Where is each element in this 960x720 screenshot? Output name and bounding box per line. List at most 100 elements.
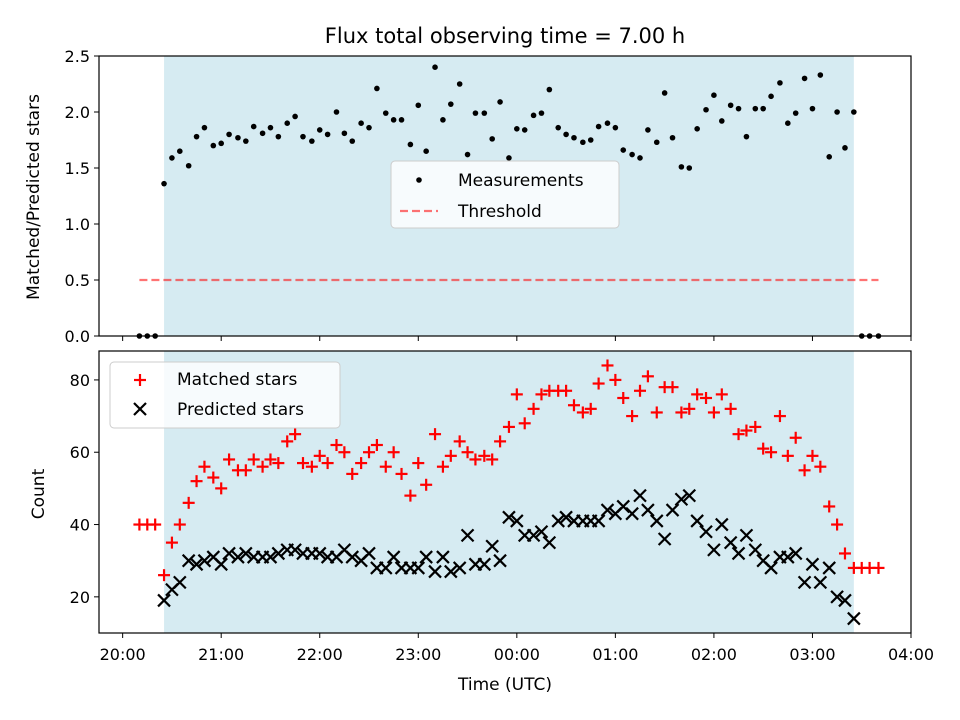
predicted-star-marker (173, 575, 187, 590)
predicted-star-marker (641, 503, 655, 517)
matched-star-marker (330, 439, 343, 451)
predicted-marker-stroke-b (788, 546, 803, 561)
measurement-point (777, 80, 783, 86)
predicted-star-marker (731, 546, 746, 561)
matched-star-marker (806, 449, 819, 462)
predicted-star-marker (690, 514, 704, 528)
predicted-star-marker (600, 503, 615, 517)
measurement-point (267, 124, 274, 131)
measurement-point (555, 124, 562, 131)
predicted-marker-stroke-b (428, 564, 442, 579)
predicted-star-marker (428, 564, 442, 579)
measurement-point (226, 131, 232, 138)
measurement-point (193, 133, 200, 140)
measurement-point (834, 109, 840, 115)
matched-star-marker (420, 478, 433, 491)
matched-star-marker (289, 428, 302, 441)
predicted-marker-stroke-b (157, 593, 171, 608)
predicted-star-marker (239, 546, 253, 561)
measurement-point (826, 154, 833, 160)
predicted-marker-stroke-b (436, 550, 450, 564)
predicted-marker-stroke-b (222, 546, 236, 561)
measurement-point (481, 110, 488, 116)
predicted-star-marker (436, 550, 450, 564)
measurement-point (785, 120, 791, 126)
predicted-marker-stroke-b (715, 517, 729, 532)
predicted-marker-stroke-b (526, 528, 541, 543)
matched-star-marker (404, 489, 417, 502)
legend-predicted-marker (133, 402, 147, 416)
predicted-marker-stroke-b (641, 503, 655, 517)
matched-star-marker (765, 446, 778, 459)
matched-star-marker (478, 449, 491, 462)
x-axis-label: Time (UTC) (457, 675, 552, 695)
predicted-star-marker (616, 499, 631, 514)
predicted-marker-stroke-b (756, 553, 770, 568)
bottom-x-tick-label: 01:00 (592, 645, 638, 664)
predicted-marker-stroke-b (616, 499, 631, 514)
matched-star-marker (724, 402, 737, 415)
measurement-point (432, 64, 438, 70)
matched-star-marker (641, 370, 654, 383)
predicted-marker-stroke-b (764, 561, 778, 575)
matched-star-marker (281, 435, 294, 448)
bottom-x-tick-label: 00:00 (494, 645, 540, 664)
predicted-star-marker (197, 553, 212, 568)
measurement-point (645, 127, 651, 133)
predicted-marker-stroke-b (231, 550, 245, 564)
matched-star-marker (872, 561, 885, 574)
measurement-point (703, 106, 709, 113)
matched-star-marker (165, 536, 178, 549)
measurement-point (711, 92, 717, 98)
top-x-ticks (122, 336, 912, 341)
predicted-star-marker (657, 532, 672, 546)
predicted-star-marker (625, 506, 639, 521)
matched-star-marker (272, 457, 285, 470)
matched-star-marker (305, 460, 318, 473)
predicted-marker-stroke-b (657, 532, 672, 546)
measurement-point (661, 90, 668, 96)
measurement-point (637, 155, 643, 161)
measurement-point (448, 101, 454, 107)
measurement-point (423, 148, 429, 154)
predicted-star-marker (510, 514, 524, 528)
predicted-marker-stroke-b (559, 510, 573, 525)
predicted-star-marker (231, 550, 245, 564)
predicted-marker-stroke-b (214, 557, 228, 572)
matched-star-marker (584, 402, 597, 415)
measurement-point (678, 164, 685, 170)
measurement-point (620, 147, 627, 153)
predicted-marker-stroke-b (173, 575, 187, 590)
measurement-point (259, 130, 266, 137)
legend-measurement-marker (416, 177, 422, 183)
top-y-tick-label: 0.0 (65, 327, 90, 346)
predicted-star-marker (263, 550, 278, 564)
matched-star-marker (781, 449, 794, 462)
predicted-star-marker (312, 546, 327, 561)
measurement-point (604, 120, 611, 126)
predicted-marker-stroke-b (362, 546, 376, 561)
predicted-marker-stroke-b (665, 503, 680, 517)
top-y-tick-label: 2.0 (65, 103, 90, 122)
matched-star-marker (338, 446, 351, 459)
measurement-point (472, 110, 479, 116)
matched-star-marker (617, 392, 630, 404)
predicted-marker-stroke-b (411, 561, 426, 575)
predicted-star-marker (460, 528, 475, 543)
predicted-marker-stroke-b (822, 561, 836, 575)
measurement-point (382, 110, 389, 116)
matched-star-marker (149, 518, 162, 531)
predicted-star-marker (682, 488, 697, 503)
predicted-marker-stroke-b (600, 503, 615, 517)
predicted-star-marker (649, 514, 664, 528)
measurement-point (743, 133, 750, 140)
predicted-star-marker (674, 492, 689, 507)
measurement-point (489, 136, 495, 142)
matched-star-marker (223, 453, 236, 466)
predicted-star-marker (214, 557, 228, 572)
matched-star-marker (395, 467, 408, 480)
measurement-point (735, 105, 742, 112)
predicted-marker-stroke-b (748, 543, 763, 557)
top-y-ticks: 0.0 0.5 1.0 1.5 2.0 2.5 (65, 47, 99, 346)
